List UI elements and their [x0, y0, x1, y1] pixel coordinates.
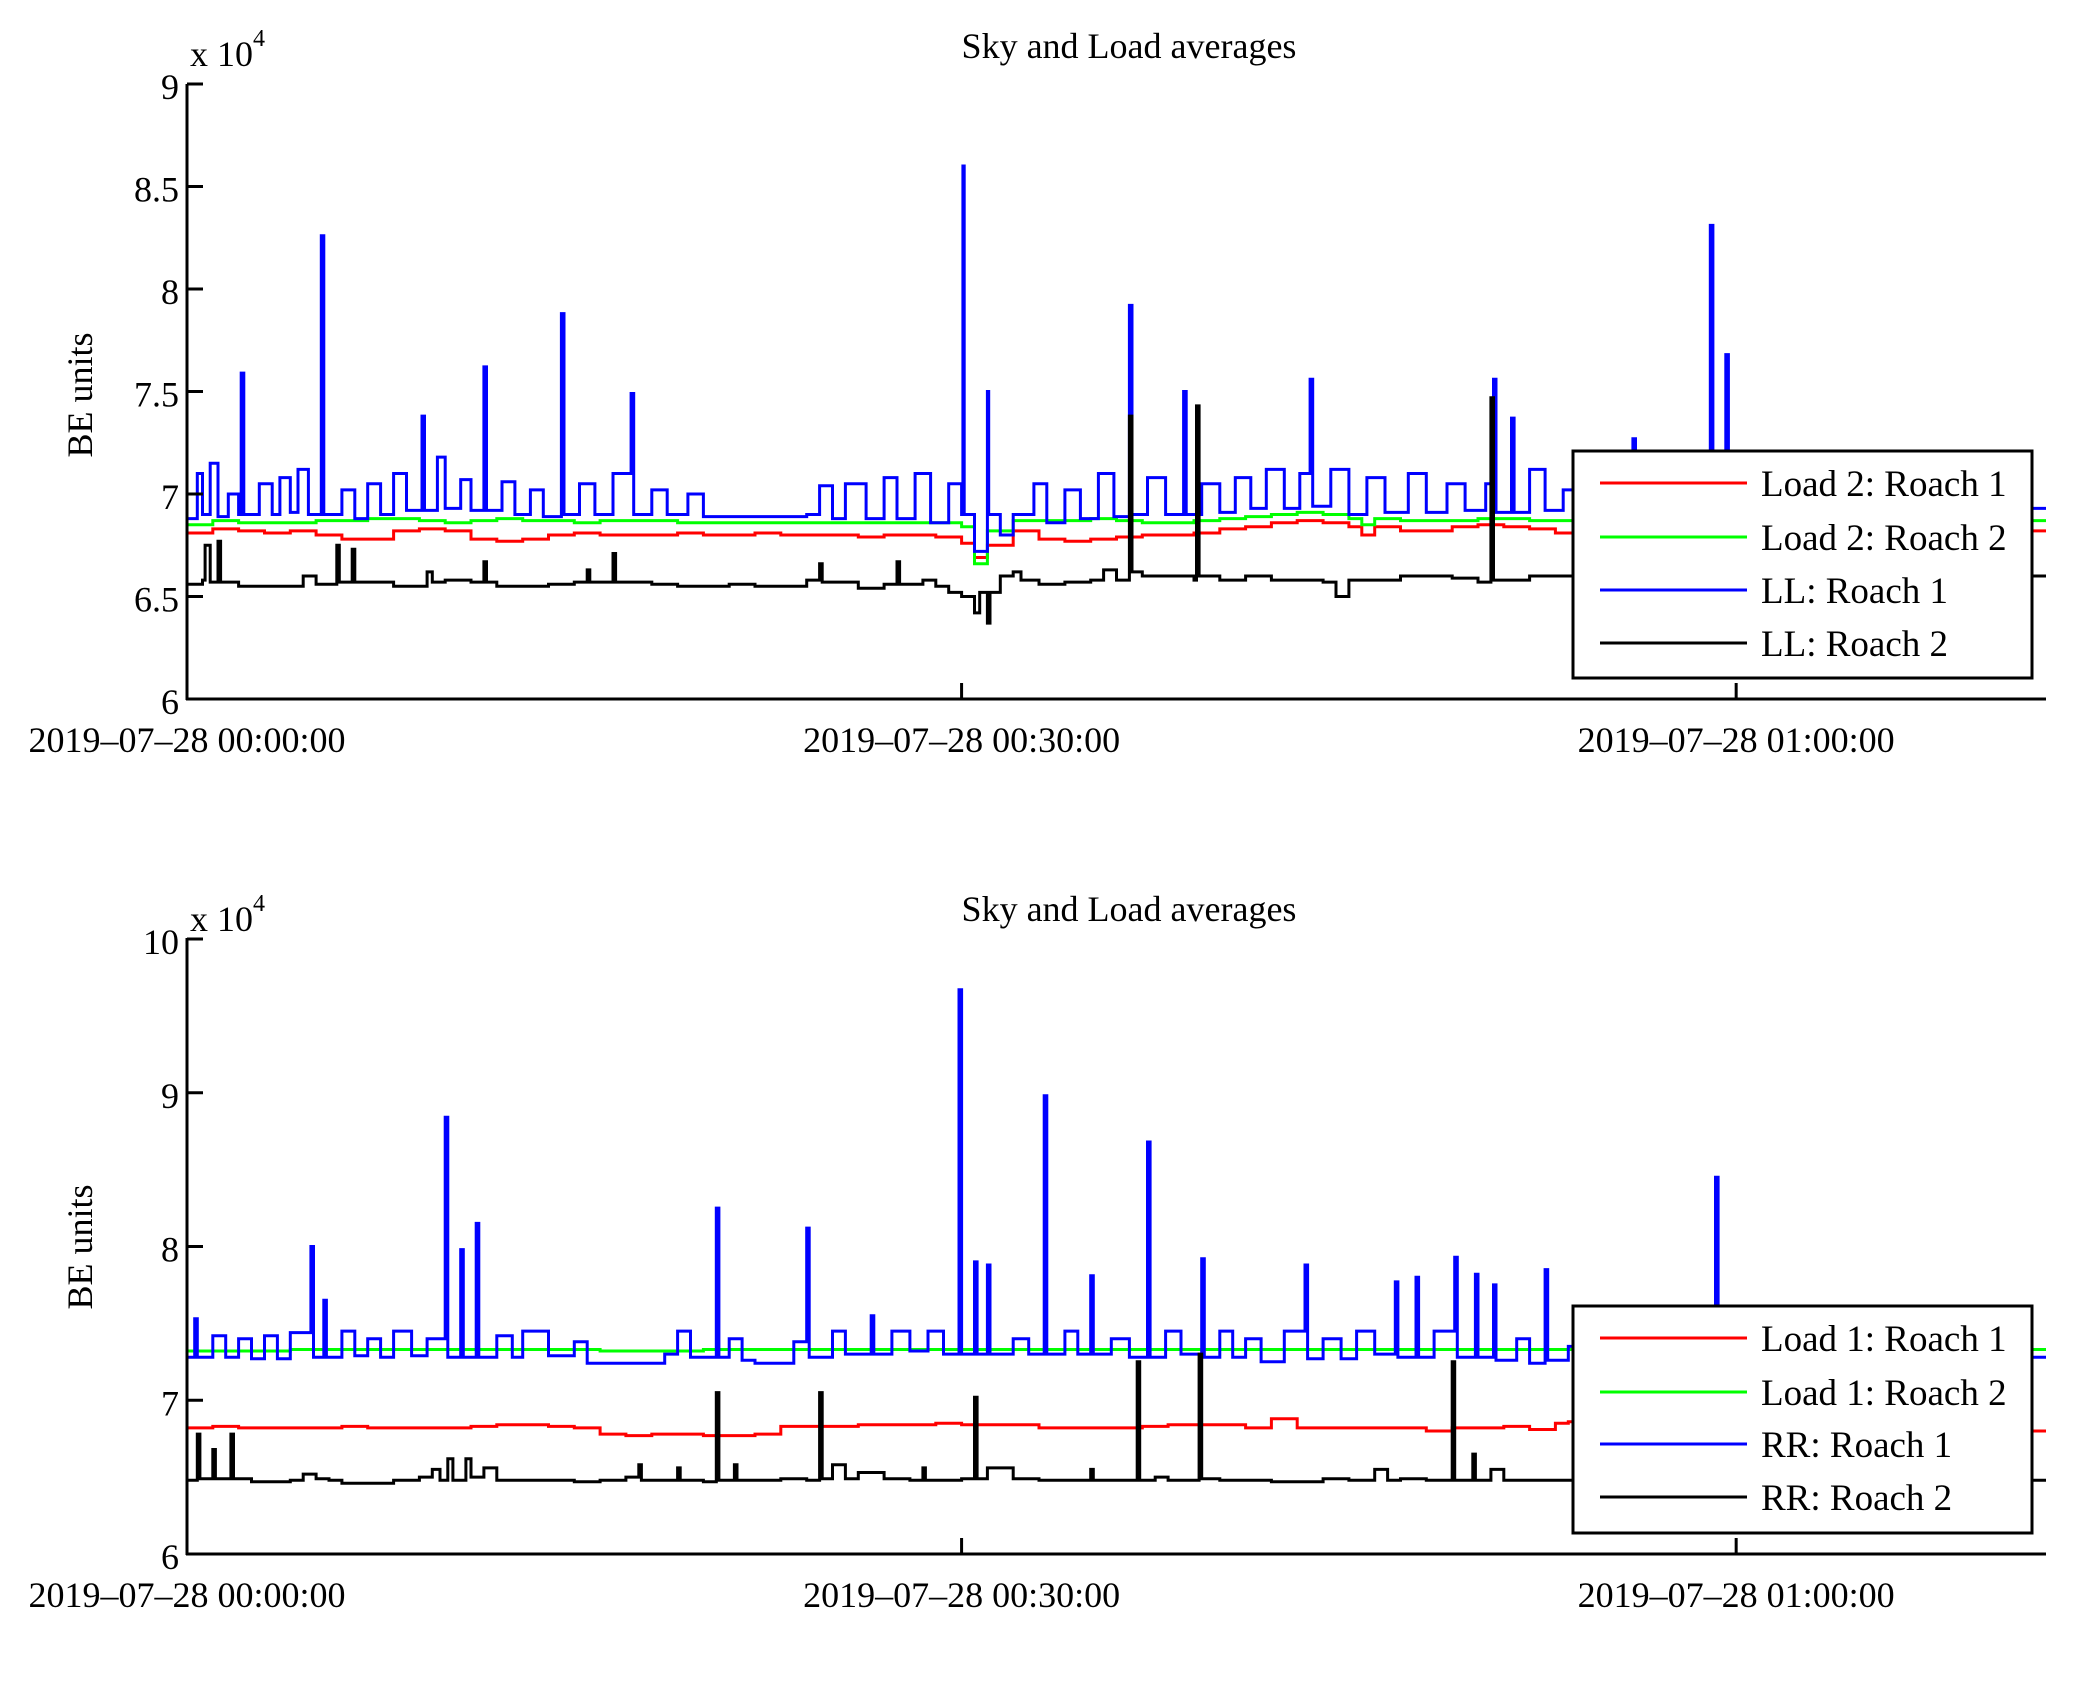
bottom-plot-series-rr-roach-2	[187, 1352, 2046, 1485]
top-plot: 66.577.588.59 2019–07–28 00:00:00 2019–07…	[28, 26, 2046, 760]
bottom-plot-y-multiplier-exponent: 4	[253, 891, 265, 917]
bottom-plot-y-tick-label: 9	[161, 1076, 179, 1116]
bottom-plot-title: Sky and Load averages	[962, 889, 1297, 929]
top-plot-y-tick-label: 7.5	[134, 375, 179, 415]
top-plot-y-ticks: 6 6.5 7 7.5 8 8.5 9	[134, 67, 203, 722]
bottom-plot-legend-label: Load 1: Roach 1	[1761, 1319, 2007, 1360]
top-plot-y-tick-label: 8.5	[134, 170, 179, 210]
bottom-plot-legend-box	[1571, 1304, 2034, 1535]
top-plot-legend-label: LL: Roach 1	[1761, 571, 1948, 612]
top-plot-x-tick-label: 2019–07–28 01:00:00	[1578, 720, 1895, 760]
bottom-plot-legend-label: RR: Roach 2	[1761, 1478, 1952, 1519]
bottom-plot-y-label: BE units	[60, 1184, 100, 1309]
bottom-plot-series-load-1-roach-1	[187, 1417, 2046, 1438]
top-plot-legend-label: Load 2: Roach 2	[1761, 518, 2007, 559]
top-plot-x-tick-label: 2019–07–28 00:00:00	[28, 720, 345, 760]
bottom-plot-x-tick-label: 2019–07–28 00:30:00	[803, 1575, 1120, 1615]
top-plot-y-tick-label: 7	[161, 477, 179, 517]
top-plot-legend-label: LL: Roach 2	[1761, 624, 1948, 665]
top-plot-y-tick-label: 9	[161, 67, 179, 107]
top-plot-title: Sky and Load averages	[962, 26, 1297, 66]
top-plot-legend-label: Load 2: Roach 1	[1761, 464, 2007, 505]
top-plot-y-tick-label: 8	[161, 272, 179, 312]
bottom-plot-y-tick-label: 7	[161, 1383, 179, 1423]
bottom-plot-y-tick-label: 8	[161, 1230, 179, 1270]
top-plot-x-tick-label: 2019–07–28 00:30:00	[803, 720, 1120, 760]
top-plot-y-multiplier-base: x 10	[190, 34, 253, 74]
top-plot-y-multiplier-exponent: 4	[253, 26, 265, 52]
bottom-plot-x-tick-label: 2019–07–28 01:00:00	[1578, 1575, 1895, 1615]
bottom-plot-y-tick-label: 10	[143, 922, 179, 962]
bottom-plot-x-tick-label: 2019–07–28 00:00:00	[28, 1575, 345, 1615]
bottom-plot-y-ticks: 6 7 8 9 10	[143, 922, 203, 1577]
bottom-plot-y-multiplier-base: x 10	[190, 899, 253, 939]
bottom-plot-legend-label: RR: Roach 1	[1761, 1425, 1952, 1466]
top-plot-series-ll-roach-2	[187, 396, 2046, 625]
top-plot-legend: Load 2: Roach 1 Load 2: Roach 2 LL: Roach …	[1571, 449, 2034, 680]
bottom-plot-x-ticks: 2019–07–28 00:00:00 2019–07–28 00:30:00 20…	[28, 1538, 1895, 1615]
top-plot-y-tick-label: 6.5	[134, 580, 179, 620]
top-plot-legend-box	[1571, 449, 2034, 680]
top-plot-y-label: BE units	[60, 332, 100, 457]
bottom-plot-y-multiplier: x 104	[190, 891, 265, 939]
top-plot-y-tick-label: 6	[161, 682, 179, 722]
top-plot-series-ll-roach-1	[187, 164, 2046, 553]
top-plot-x-ticks: 2019–07–28 00:00:00 2019–07–28 00:30:00 20…	[28, 683, 1895, 760]
bottom-plot-legend: Load 1: Roach 1 Load 1: Roach 2 RR: Roach …	[1571, 1304, 2034, 1535]
bottom-plot-y-tick-label: 6	[161, 1537, 179, 1577]
top-plot-y-multiplier: x 104	[190, 26, 265, 74]
bottom-plot-legend-label: Load 1: Roach 2	[1761, 1373, 2007, 1414]
bottom-plot-series-rr-roach-1	[187, 988, 2046, 1368]
